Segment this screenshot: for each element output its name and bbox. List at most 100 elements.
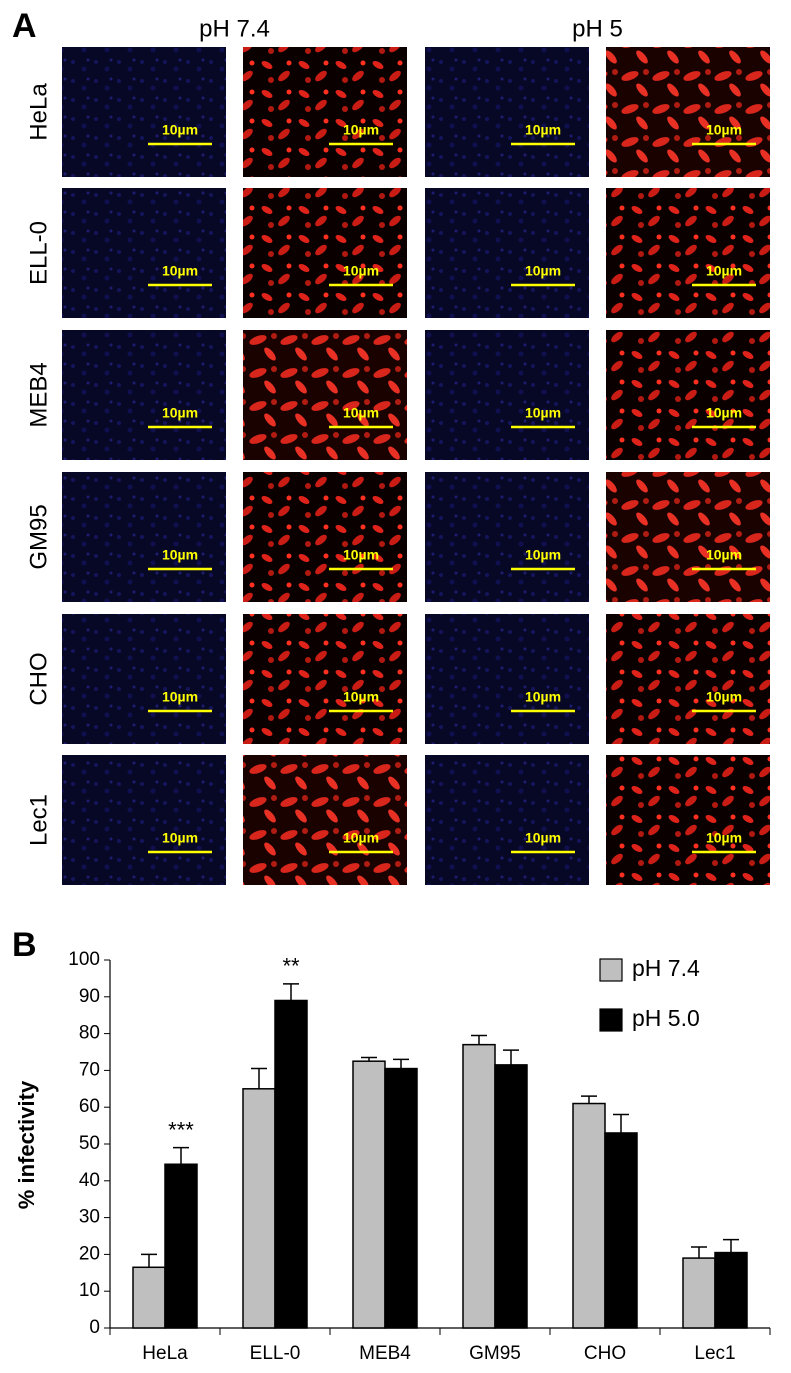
x-tick-label: CHO: [584, 1343, 626, 1364]
legend-swatch: [599, 958, 623, 982]
micrograph: [243, 330, 407, 460]
bar: [132, 1266, 166, 1329]
scale-bar-label: 10µm: [343, 547, 379, 563]
micrograph: [243, 755, 407, 885]
micrograph: [425, 472, 589, 602]
column-header: pH 5: [572, 15, 623, 42]
error-bar: [581, 1095, 597, 1104]
y-tick-label: 60: [79, 1096, 100, 1117]
y-tick-label: 50: [79, 1133, 100, 1154]
scale-bar-label: 10µm: [343, 405, 379, 421]
bar: [274, 999, 308, 1329]
scale-bar-label: 10µm: [162, 405, 198, 421]
x-tick-label: GM95: [469, 1343, 521, 1364]
micrograph: [243, 614, 407, 744]
error-bar: [613, 1113, 629, 1133]
micrograph: [606, 330, 770, 460]
micrograph: [62, 188, 226, 318]
y-tick-label: 20: [79, 1243, 100, 1264]
micrograph: [425, 614, 589, 744]
y-tick-label: 90: [79, 986, 100, 1007]
micrograph: [425, 755, 589, 885]
micrograph: [425, 47, 589, 177]
error-bar: [691, 1246, 707, 1259]
bar: [462, 1043, 496, 1329]
scale-bar-label: 10µm: [162, 547, 198, 563]
scale-bar-label: 10µm: [343, 263, 379, 279]
error-bar: [503, 1049, 519, 1065]
bar: [384, 1067, 418, 1329]
error-bar: [393, 1058, 409, 1069]
micrograph: [606, 755, 770, 885]
micrograph: [606, 472, 770, 602]
legend-label: pH 5.0: [632, 1005, 700, 1031]
micrograph: [606, 614, 770, 744]
error-bar: [173, 1146, 189, 1165]
y-tick-label: 70: [79, 1059, 100, 1080]
row-label: CHO: [25, 652, 52, 705]
x-tick-label: HeLa: [142, 1343, 188, 1364]
error-bar: [141, 1253, 157, 1268]
scale-bar-label: 10µm: [525, 263, 561, 279]
error-bar: [723, 1238, 739, 1253]
bar: [572, 1102, 606, 1329]
micrograph: [425, 188, 589, 318]
scale-bar-label: 10µm: [525, 405, 561, 421]
scale-bar-label: 10µm: [525, 830, 561, 846]
scale-bar-label: 10µm: [706, 547, 742, 563]
scale-bar-label: 10µm: [343, 122, 379, 138]
scale-bar-label: 10µm: [706, 263, 742, 279]
scale-bar-label: 10µm: [706, 122, 742, 138]
bar: [604, 1132, 638, 1329]
row-label: Lec1: [25, 794, 52, 846]
y-tick-label: 0: [89, 1317, 100, 1338]
micrograph: [606, 47, 770, 177]
legend-swatch: [599, 1008, 623, 1032]
row-label: HeLa: [25, 83, 52, 141]
micrograph: [606, 188, 770, 318]
bar: [352, 1060, 386, 1329]
scale-bar-label: 10µm: [162, 830, 198, 846]
scale-bar-label: 10µm: [162, 689, 198, 705]
micrograph: [425, 330, 589, 460]
micrograph: [62, 755, 226, 885]
scale-bar-label: 10µm: [525, 122, 561, 138]
micrograph: [243, 188, 407, 318]
scale-bar-label: 10µm: [706, 405, 742, 421]
micrograph: [62, 47, 226, 177]
bar: [682, 1257, 716, 1329]
annotation: ***: [168, 1117, 194, 1142]
y-tick-label: 40: [79, 1170, 100, 1191]
column-header: pH 7.4: [199, 15, 270, 42]
error-bar: [283, 983, 299, 1001]
row-label: MEB4: [25, 362, 52, 427]
y-tick-label: 10: [79, 1280, 100, 1301]
error-bar: [251, 1067, 267, 1089]
x-tick-label: Lec1: [694, 1343, 735, 1364]
scale-bar-label: 10µm: [343, 689, 379, 705]
legend-label: pH 7.4: [632, 955, 700, 981]
micrograph: [62, 330, 226, 460]
bar: [164, 1163, 198, 1329]
bar: [714, 1251, 748, 1329]
y-tick-label: 100: [68, 949, 100, 970]
scale-bar-label: 10µm: [162, 263, 198, 279]
bar: [242, 1088, 276, 1329]
row-label: ELL-0: [25, 221, 52, 285]
error-bar: [471, 1034, 487, 1045]
y-tick-label: 30: [79, 1207, 100, 1228]
row-label: GM95: [25, 504, 52, 569]
scale-bar-label: 10µm: [343, 830, 379, 846]
panel-label: B: [12, 926, 37, 964]
bar: [494, 1064, 528, 1329]
error-bar: [361, 1056, 377, 1062]
x-tick-label: MEB4: [359, 1343, 411, 1364]
y-tick-label: 80: [79, 1023, 100, 1044]
scale-bar-label: 10µm: [525, 547, 561, 563]
scale-bar-label: 10µm: [706, 689, 742, 705]
scale-bar-label: 10µm: [525, 689, 561, 705]
micrograph: [62, 472, 226, 602]
scale-bar-label: 10µm: [706, 830, 742, 846]
micrograph: [62, 614, 226, 744]
